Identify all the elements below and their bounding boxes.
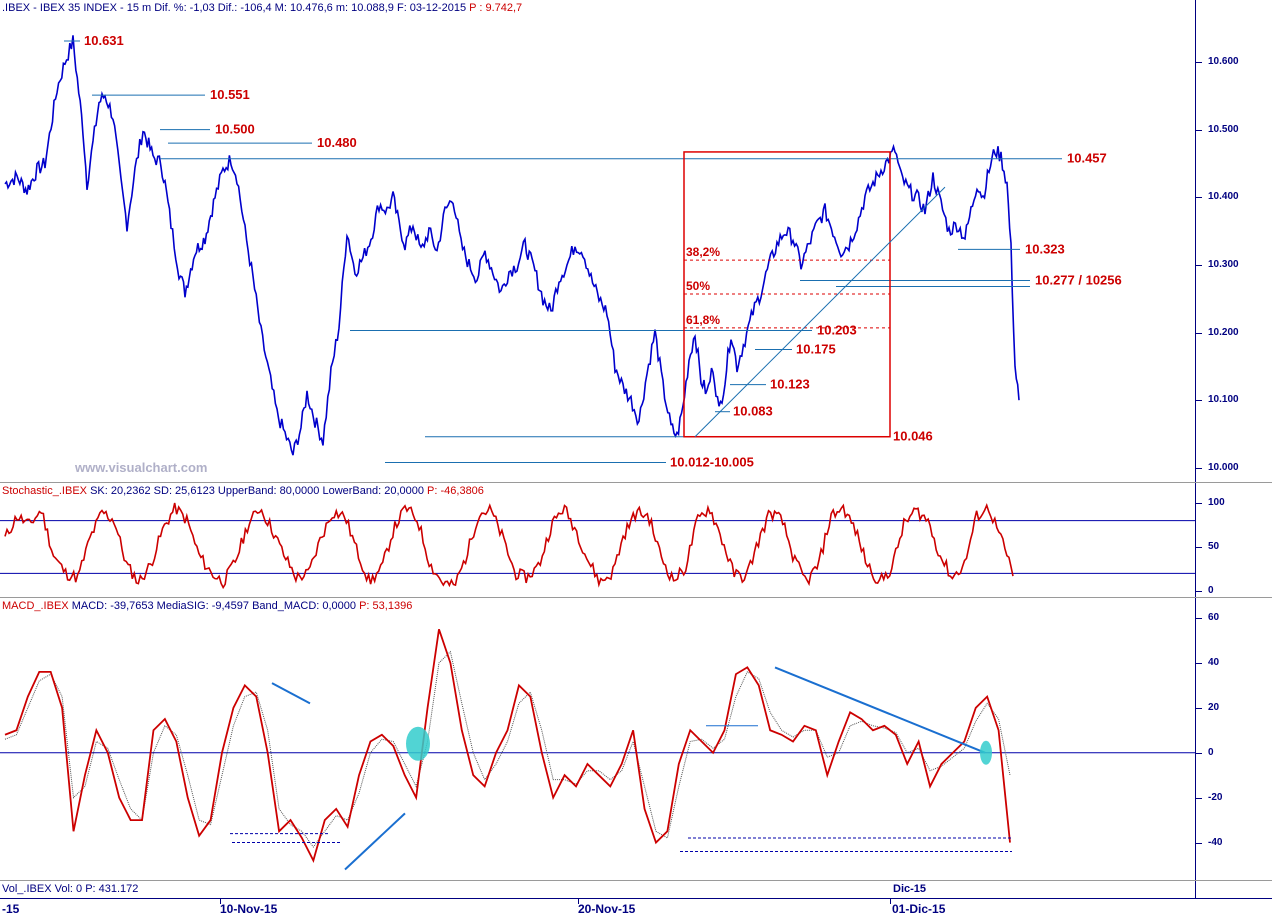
y-tick <box>1196 467 1202 469</box>
stoch-sd-line <box>4 502 1014 589</box>
y-tick <box>1196 197 1202 199</box>
price-pane: .IBEX - IBEX 35 INDEX - 15 m Dif. %: -1,… <box>0 0 1195 482</box>
level-label: 10.277 / 10256 <box>1035 272 1122 287</box>
y-tick <box>1196 264 1202 266</box>
y-tick <box>1196 797 1202 799</box>
macd-pane: MACD_.IBEX MACD: -39,7653 MediaSIG: -9,4… <box>0 598 1195 880</box>
vol-stats: Vol: 0 <box>54 883 83 895</box>
macd-stats: MACD: -39,7653 MediaSIG: -9,4597 Band_MA… <box>71 600 357 612</box>
vol-y-axis <box>1195 881 1272 898</box>
x-axis: -15 10-Nov-15 20-Nov-15 Dic-15 01-Dic-15 <box>0 883 1272 918</box>
stoch-header: Stochastic_.IBEX SK: 20,2362 SD: 25,6123… <box>2 485 484 497</box>
stoch-name: Stochastic_.IBEX <box>2 485 87 497</box>
price-chart: www.visualchart.com 10.631 10.551 10.500 10… <box>4 33 1122 475</box>
y-tick-label: 10.500 <box>1208 123 1239 135</box>
macd-trend-line <box>271 682 311 705</box>
level-label: 10.012-10.005 <box>670 454 754 469</box>
x-label-start: -15 <box>2 902 20 916</box>
vol-last: P: 431.172 <box>85 883 139 895</box>
y-tick <box>1196 332 1202 334</box>
stoch-sk-line <box>4 502 1014 590</box>
y-tick-label: 50 <box>1208 541 1220 552</box>
level-label: 10.480 <box>317 135 357 150</box>
level-label: 10.500 <box>215 122 255 137</box>
price-symbol: .IBEX - IBEX 35 INDEX - 15 m <box>2 2 152 14</box>
level-label: 10.457 <box>1067 151 1107 166</box>
price-y-axis: 10.600 10.500 10.400 10.300 10.200 10.100 10.0… <box>1195 0 1272 482</box>
y-tick-label: 100 <box>1208 497 1225 508</box>
y-tick <box>1196 591 1202 592</box>
y-tick-label: 40 <box>1208 656 1220 668</box>
y-tick <box>1196 752 1202 754</box>
price-header: .IBEX - IBEX 35 INDEX - 15 m Dif. %: -1,… <box>2 2 522 14</box>
level-label: 10.175 <box>796 341 836 356</box>
y-tick-label: 10.600 <box>1208 55 1239 67</box>
level-label: 10.123 <box>770 377 810 392</box>
y-tick-label: 10.300 <box>1208 258 1239 270</box>
pane-divider <box>0 482 1272 483</box>
y-tick-label: 20 <box>1208 701 1220 713</box>
level-label: 10.203 <box>817 323 857 338</box>
stoch-chart <box>0 502 1195 590</box>
macd-y-axis: 60 40 20 0 -20 -40 <box>1195 598 1272 880</box>
y-tick <box>1196 129 1202 131</box>
y-tick-label: 10.000 <box>1208 461 1239 473</box>
macd-trend-line <box>774 666 986 754</box>
y-tick <box>1196 618 1202 619</box>
x-tick <box>220 899 221 904</box>
x-tick <box>578 899 579 904</box>
trend-line <box>694 186 946 438</box>
y-tick-label: 10.100 <box>1208 394 1239 406</box>
stoch-y-axis: 100 50 0 <box>1195 483 1272 597</box>
vol-name: Vol_.IBEX <box>2 883 52 895</box>
y-tick <box>1196 662 1202 664</box>
y-tick-label: 10.200 <box>1208 326 1239 338</box>
fib-label: 38,2% <box>686 245 720 259</box>
price-series-line <box>4 35 1020 456</box>
stoch-pane: Stochastic_.IBEX SK: 20,2362 SD: 25,6123… <box>0 483 1195 597</box>
macd-signal-line <box>4 650 1011 848</box>
vol-header: Vol_.IBEX Vol: 0 P: 431.172 <box>2 883 138 895</box>
level-label: 10.323 <box>1025 241 1065 256</box>
x-label-20-nov: 20-Nov-15 <box>578 902 636 916</box>
x-label-dic: Dic-15 <box>893 883 927 895</box>
x-tick <box>890 899 891 904</box>
level-label: 10.631 <box>84 33 124 48</box>
macd-last: P: 53,1396 <box>359 600 413 612</box>
fib-label: 61,8% <box>686 313 720 327</box>
y-tick-label: 0 <box>1208 746 1214 758</box>
x-label-01-dic: 01-Dic-15 <box>892 902 946 916</box>
macd-chart <box>0 628 1195 871</box>
macd-header: MACD_.IBEX MACD: -39,7653 MediaSIG: -9,4… <box>2 600 412 612</box>
y-tick-label: 10.400 <box>1208 191 1239 203</box>
stoch-last: P: -46,3806 <box>427 485 484 497</box>
price-stats: Dif. %: -1,03 Dif.: -106,4 M: 10.476,6 m… <box>154 2 467 14</box>
y-tick-label: 0 <box>1208 585 1214 596</box>
macd-highlight <box>406 726 430 761</box>
watermark: www.visualchart.com <box>74 460 207 475</box>
y-tick-label: -20 <box>1208 791 1223 803</box>
macd-name: MACD_.IBEX <box>2 600 69 612</box>
y-tick <box>1196 707 1202 709</box>
x-label-10-nov: 10-Nov-15 <box>220 902 278 916</box>
pane-divider <box>0 880 1272 881</box>
level-label: 10.046 <box>893 429 933 444</box>
stoch-stats: SK: 20,2362 SD: 25,6123 UpperBand: 80,00… <box>90 485 424 497</box>
level-label: 10.083 <box>733 404 773 419</box>
fib-label: 50% <box>686 279 710 293</box>
price-last: P : 9.742,7 <box>469 2 523 14</box>
macd-highlight <box>980 740 992 765</box>
y-tick <box>1196 61 1202 63</box>
macd-trend-line <box>344 812 406 871</box>
y-tick <box>1196 842 1202 844</box>
y-tick <box>1196 503 1202 504</box>
y-tick-label: -40 <box>1208 836 1223 848</box>
y-tick <box>1196 547 1202 548</box>
vol-pane: Vol_.IBEX Vol: 0 P: 431.172 <box>0 881 1195 898</box>
level-label: 10.551 <box>210 87 250 102</box>
pane-divider <box>0 597 1272 598</box>
y-tick <box>1196 400 1202 402</box>
y-tick-label: 60 <box>1208 612 1220 623</box>
macd-line <box>4 628 1011 863</box>
